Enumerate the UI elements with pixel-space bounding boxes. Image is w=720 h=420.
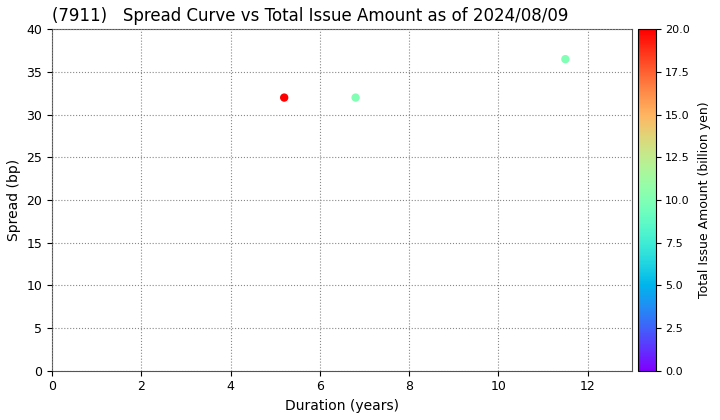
Y-axis label: Total Issue Amount (billion yen): Total Issue Amount (billion yen) <box>698 102 711 298</box>
Point <box>279 94 290 101</box>
X-axis label: Duration (years): Duration (years) <box>285 399 399 413</box>
Text: (7911)   Spread Curve vs Total Issue Amount as of 2024/08/09: (7911) Spread Curve vs Total Issue Amoun… <box>52 7 569 25</box>
Point <box>350 94 361 101</box>
Y-axis label: Spread (bp): Spread (bp) <box>7 159 21 241</box>
Point <box>559 56 571 63</box>
